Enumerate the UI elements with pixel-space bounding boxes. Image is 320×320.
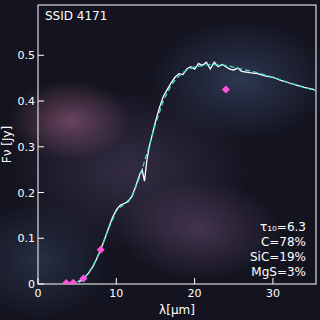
photometry-point xyxy=(222,86,230,94)
y-tick xyxy=(38,55,44,56)
photometry-point xyxy=(79,275,87,283)
x-tick xyxy=(38,278,39,284)
annotation: MgS=3% xyxy=(251,265,306,279)
y-tick xyxy=(38,238,44,239)
y-tick-label: 0 xyxy=(28,278,35,291)
y-tick xyxy=(38,284,44,285)
photometry-point xyxy=(97,246,105,254)
y-tick-label: 0.3 xyxy=(18,141,36,154)
x-tick-label: 0 xyxy=(35,287,42,300)
x-axis-label: λ[μm] xyxy=(159,303,195,317)
y-tick-label: 0.1 xyxy=(18,232,36,245)
y-tick-label: 0.5 xyxy=(18,49,36,62)
series-line xyxy=(79,62,315,282)
annotation: τ₁₀=6.3 xyxy=(260,220,306,234)
y-tick-label: 0.4 xyxy=(18,95,36,108)
title: SSID 4171 xyxy=(45,9,107,23)
y-tick xyxy=(38,101,44,102)
x-tick xyxy=(116,278,117,284)
annotation: C=78% xyxy=(261,235,306,249)
photometry-point xyxy=(62,279,70,284)
x-tick xyxy=(194,278,195,284)
y-tick xyxy=(38,192,44,193)
series-line xyxy=(69,64,316,283)
y-axis-label: Fν [Jy] xyxy=(0,126,14,163)
x-tick-label: 10 xyxy=(109,287,123,300)
plot-data xyxy=(62,62,316,284)
photometry-point xyxy=(69,279,77,284)
annotation: SiC=19% xyxy=(250,250,306,264)
x-tick-label: 20 xyxy=(188,287,202,300)
y-tick-label: 0.2 xyxy=(18,187,36,200)
y-tick xyxy=(38,146,44,147)
chart: 0 10 20 30 0 0.1 0.2 0.3 0.4 0.5 λ[μm] Fν [Jy] SSID … xyxy=(0,0,320,320)
x-tick-label: 30 xyxy=(266,287,280,300)
plot-frame xyxy=(38,5,316,284)
